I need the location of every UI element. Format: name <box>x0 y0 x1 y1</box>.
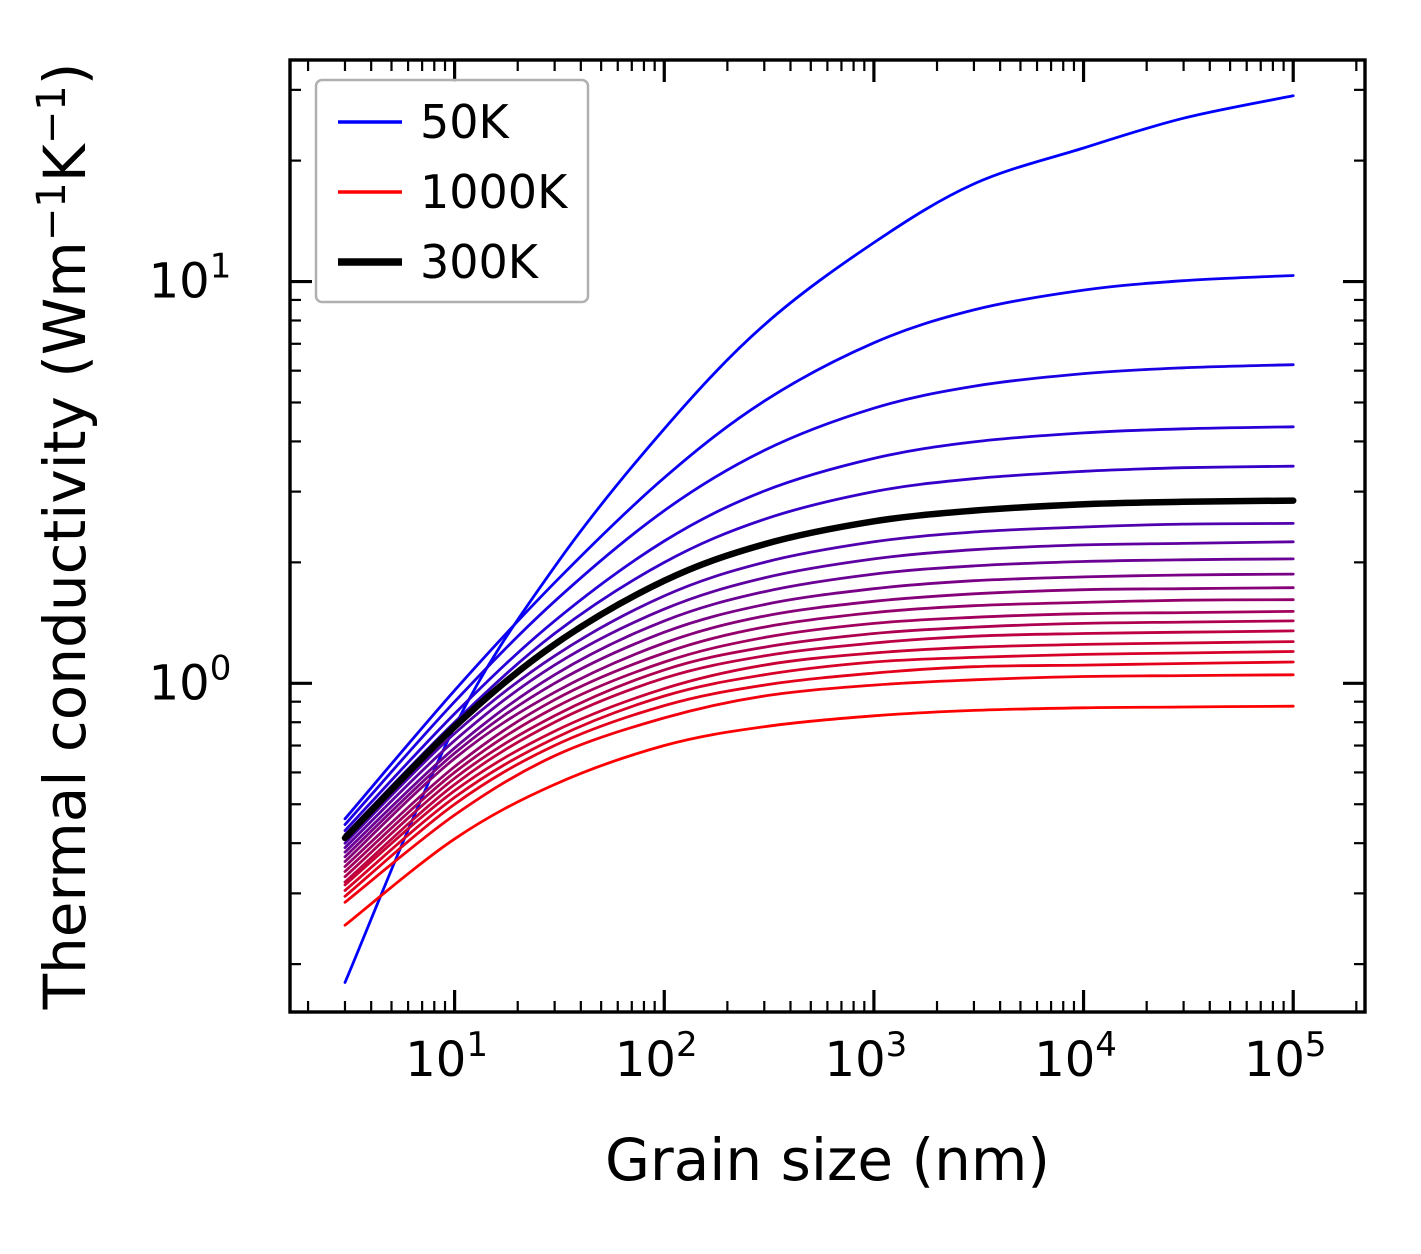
y-axis-label: Thermal conductivity (Wm−1​K−1​) <box>29 63 99 1011</box>
series-line-150K <box>343 363 1295 826</box>
x-axis-label: Grain size (nm) <box>605 1126 1050 1194</box>
series-line-450K <box>343 557 1295 854</box>
series-line-400K <box>343 540 1295 849</box>
series-line-1000K <box>343 704 1295 927</box>
series-line-700K <box>343 619 1295 879</box>
series-line-200K <box>343 425 1295 832</box>
series-line-100K <box>343 274 1295 821</box>
ticks-group <box>290 60 1365 1012</box>
y-tick-label-10¹: 101 <box>149 247 232 310</box>
series-line-750K <box>343 629 1295 884</box>
y-tick-label-10⁰: 100 <box>149 648 232 711</box>
series-line-500K <box>343 572 1295 859</box>
legend: 50K 1000K 300K <box>314 78 590 304</box>
series-line-950K <box>343 673 1295 904</box>
series-line-350K <box>343 522 1295 845</box>
x-tick-label-10³: 103 <box>825 1025 908 1088</box>
legend-label-300K: 300K <box>420 235 540 289</box>
plot-area-spines <box>288 58 1367 1014</box>
series-line-550K <box>343 586 1295 863</box>
x-tick-label-10²: 102 <box>615 1025 698 1088</box>
series-line-850K <box>343 650 1295 892</box>
series-line-650K <box>343 610 1295 873</box>
x-tick-label-10⁴: 104 <box>1034 1025 1117 1088</box>
series-line-600K <box>343 598 1295 868</box>
x-tick-label-10⁵: 105 <box>1244 1025 1327 1088</box>
x-tick-label-10¹: 101 <box>405 1025 488 1088</box>
series-line-250K <box>343 464 1295 837</box>
legend-box <box>314 78 590 304</box>
curves-group <box>341 94 1297 984</box>
series-line-800K <box>343 640 1295 887</box>
legend-label-1000K: 1000K <box>420 165 569 219</box>
series-line-300K <box>341 497 1297 842</box>
series-line-900K <box>343 660 1295 898</box>
legend-label-50K: 50K <box>420 95 511 149</box>
